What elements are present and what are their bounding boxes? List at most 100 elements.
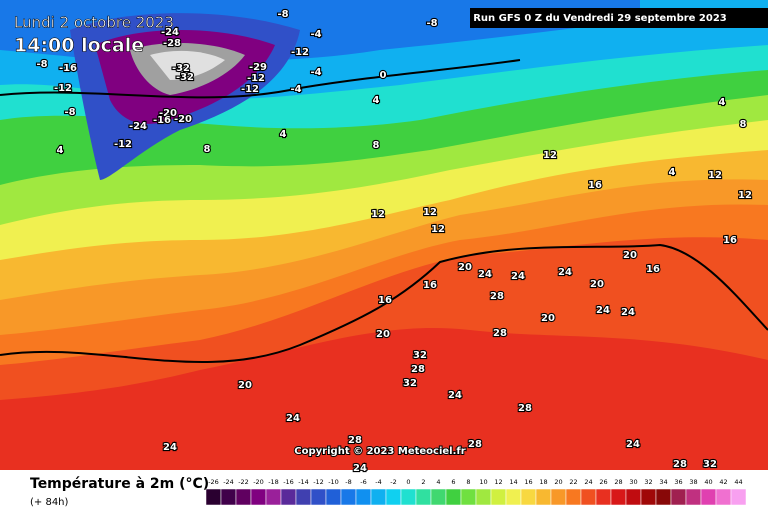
contour-label: -4 (290, 84, 301, 95)
legend-value: -22 (238, 478, 249, 486)
color-swatch (205, 488, 222, 506)
legend-value: 14 (509, 478, 517, 486)
contour-label: 16 (423, 280, 437, 291)
time: 14:00 locale (14, 35, 144, 57)
legend-value: 6 (451, 478, 455, 486)
date: Lundi 2 octobre 2023 (14, 14, 174, 32)
color-swatch (400, 488, 417, 506)
contour-label: 20 (590, 279, 604, 290)
contour-label: 16 (588, 180, 602, 191)
contour-label: 12 (371, 209, 385, 220)
contour-label: -4 (310, 29, 321, 40)
contour-label: 28 (518, 403, 532, 414)
color-swatch (415, 488, 432, 506)
contour-label: -4 (310, 67, 321, 78)
contour-label: 20 (623, 250, 637, 261)
contour-label: 20 (458, 262, 472, 273)
map (0, 0, 768, 470)
legend-value: 24 (584, 478, 592, 486)
copyright: Copyright © 2023 Meteociel.fr (294, 446, 465, 457)
contour-label: 12 (543, 150, 557, 161)
color-swatch (385, 488, 402, 506)
contour-label: 12 (708, 170, 722, 181)
contour-label: -8 (277, 9, 288, 20)
legend-value: 40 (704, 478, 712, 486)
contour-label: -16 (153, 115, 171, 126)
color-swatch (700, 488, 717, 506)
contour-label: 0 (380, 70, 387, 81)
legend-value: 10 (479, 478, 487, 486)
color-swatch (610, 488, 627, 506)
legend-value: 4 (436, 478, 440, 486)
legend-value: 28 (614, 478, 622, 486)
legend-value: 30 (629, 478, 637, 486)
contour-label: 28 (490, 291, 504, 302)
contour-label: 24 (478, 269, 492, 280)
contour-label: 4 (280, 129, 287, 140)
contour-label: 24 (558, 267, 572, 278)
legend-value: -4 (375, 478, 381, 486)
color-swatch (640, 488, 657, 506)
contour-label: -8 (426, 18, 437, 29)
legend-value: 34 (659, 478, 667, 486)
legend-title: Température à 2m (°C) (30, 476, 209, 492)
contour-label: -24 (161, 27, 179, 38)
color-swatch (340, 488, 357, 506)
color-swatch (370, 488, 387, 506)
color-swatch (430, 488, 447, 506)
color-swatch (580, 488, 597, 506)
contour-label: -16 (59, 63, 77, 74)
contour-label: 8 (204, 144, 211, 155)
legend-value: 20 (554, 478, 562, 486)
contour-label: -32 (176, 72, 194, 83)
legend-value: -16 (283, 478, 294, 486)
contour-label: 24 (511, 271, 525, 282)
contour-label: 24 (163, 442, 177, 453)
contour-label: 16 (723, 235, 737, 246)
color-swatch (310, 488, 327, 506)
legend-value: -14 (298, 478, 309, 486)
contour-label: 20 (541, 313, 555, 324)
contour-label: 24 (621, 307, 635, 318)
color-swatch (490, 488, 507, 506)
contour-label: -12 (54, 83, 72, 94)
color-swatch (280, 488, 297, 506)
legend-value: 2 (421, 478, 425, 486)
contour-label: -29 (249, 62, 267, 73)
contour-label: 16 (646, 264, 660, 275)
contour-label: 20 (238, 380, 252, 391)
color-swatch (220, 488, 237, 506)
contour-label: -20 (174, 114, 192, 125)
color-swatch (535, 488, 552, 506)
contour-label: 24 (286, 413, 300, 424)
legend-value: 16 (524, 478, 532, 486)
contour-label: -12 (241, 84, 259, 95)
contour-label: -28 (163, 38, 181, 49)
contour-label: 24 (448, 390, 462, 401)
contour-label: 4 (57, 145, 64, 156)
run-info: Run GFS 0 Z du Vendredi 29 septembre 202… (473, 13, 727, 24)
color-swatch (595, 488, 612, 506)
contour-label: 28 (348, 435, 362, 446)
contour-label: 4 (669, 167, 676, 178)
legend-value: -6 (360, 478, 366, 486)
color-swatch (295, 488, 312, 506)
contour-label: 28 (493, 328, 507, 339)
color-swatch (505, 488, 522, 506)
contour-label: -12 (291, 47, 309, 58)
contour-label: 12 (423, 207, 437, 218)
legend-value: -8 (345, 478, 351, 486)
contour-label: 4 (719, 97, 726, 108)
legend-value: 38 (689, 478, 697, 486)
legend-value: 26 (599, 478, 607, 486)
legend-value: -26 (208, 478, 219, 486)
contour-label: 16 (378, 295, 392, 306)
color-swatch (655, 488, 672, 506)
contour-label: -8 (36, 59, 47, 70)
contour-label: 32 (703, 459, 717, 470)
legend-value: 8 (466, 478, 470, 486)
contour-label: -32 (172, 63, 190, 74)
color-swatch (355, 488, 372, 506)
legend-value: 36 (674, 478, 682, 486)
